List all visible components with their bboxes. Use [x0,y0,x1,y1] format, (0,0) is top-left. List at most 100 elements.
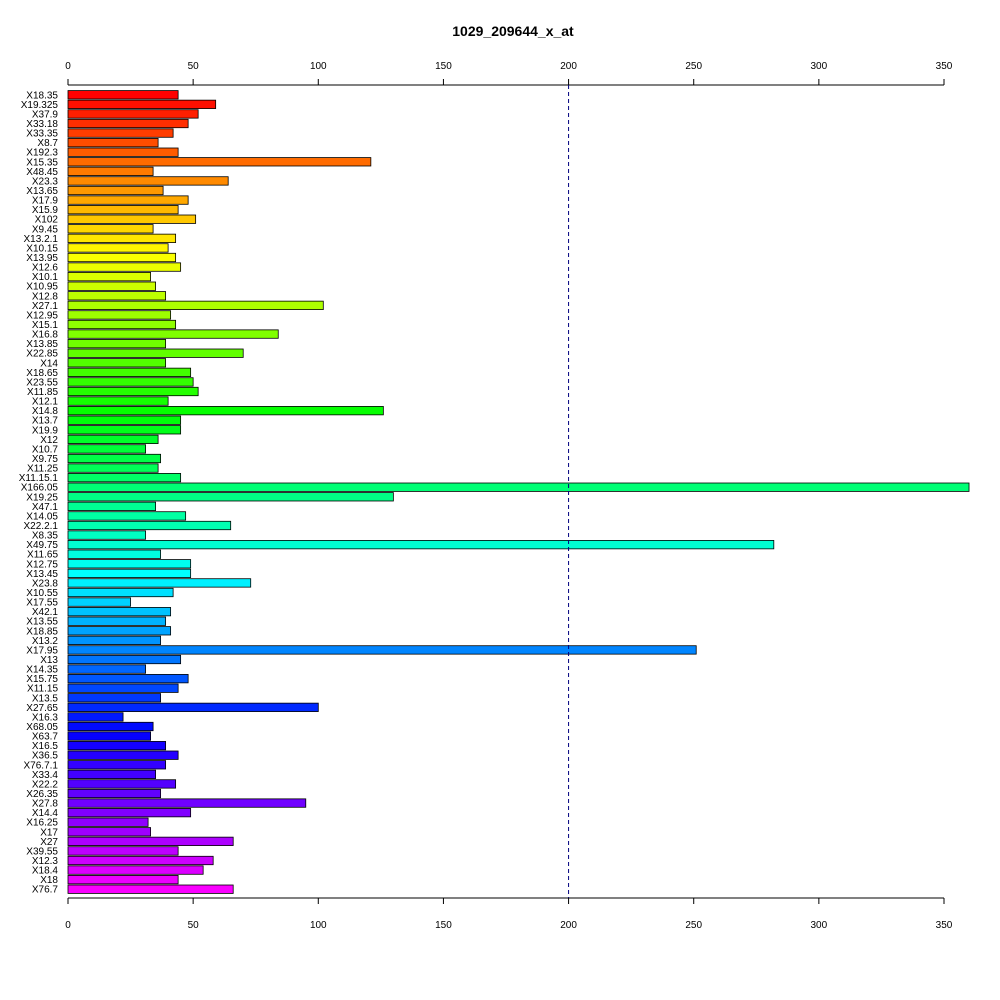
bar [67,693,162,703]
category-label: X10.1 [32,272,59,283]
category-label: X17.9 [32,196,59,207]
category-label: X11.25 [27,464,58,475]
x-tick-label-top: 0 [65,61,71,72]
category-label: X68.05 [26,722,58,733]
category-label: X23.3 [32,176,59,187]
bar [67,875,179,885]
bars [67,90,970,894]
bar [67,587,174,598]
category-label: X13.55 [26,617,58,628]
x-tick-label-bottom: 100 [310,920,327,931]
category-label: X18.4 [32,866,59,877]
bar [67,501,156,511]
bar [67,788,162,799]
category-label: X166.05 [21,483,59,494]
category-label: X16.5 [32,741,59,752]
category-label: X13.65 [26,186,58,197]
category-label: X10.15 [26,243,58,254]
bar [67,252,177,263]
chart-title: 1029_209644_x_at [452,23,574,39]
category-label: X13.95 [26,253,58,264]
bar [67,559,192,569]
category-label: X27.8 [32,799,59,810]
category-label: X12.1 [32,397,59,408]
category-label: X19.325 [21,100,59,111]
bar [67,147,179,157]
bar [67,262,182,272]
bar [67,166,154,176]
category-label: X76.7.1 [24,760,59,771]
category-label: X19.9 [32,425,59,436]
category-label: X16.3 [32,712,59,723]
bar [67,731,151,741]
bar [67,233,177,243]
bar [67,176,229,186]
category-label: X13.5 [32,693,59,704]
bar [67,157,372,167]
category-label: X12.6 [32,263,59,274]
bar [67,415,182,425]
bar [67,683,179,693]
category-label: X18.35 [26,90,58,101]
bar [67,568,192,578]
bar [67,817,149,827]
x-tick-label-bottom: 250 [685,920,702,931]
bar [67,750,179,760]
bar [67,406,384,416]
bar [67,616,167,626]
category-label: X33.35 [26,129,58,140]
category-label: X13.85 [26,339,58,350]
bar [67,434,159,444]
category-labels: X18.35X19.325X37.9X33.18X33.35X8.7X192.3… [19,90,59,895]
bar [67,578,252,588]
category-label: X22.2.1 [24,521,59,532]
bar [67,607,172,617]
bar [67,645,697,655]
bar [67,846,179,856]
category-label: X14.8 [32,406,59,417]
category-label: X9.45 [32,224,59,235]
bar [67,463,159,473]
bar [67,635,162,645]
bar [67,425,182,435]
x-tick-label-top: 350 [936,61,953,72]
bar [67,90,179,100]
category-label: X14.05 [26,511,58,522]
category-label: X37.9 [32,109,59,120]
bar [67,224,154,234]
category-label: X48.45 [26,167,58,178]
category-label: X23.55 [26,377,58,388]
category-label: X18.65 [26,368,58,379]
category-label: X12.8 [32,291,59,302]
category-label: X27.65 [26,703,58,714]
bar [67,138,159,148]
bar [67,473,182,483]
bar [67,520,232,531]
bar [67,386,199,397]
category-label: X8.35 [32,531,59,542]
category-label: X14.35 [26,665,58,676]
x-tick-label-bottom: 300 [811,920,828,931]
category-label: X15.1 [32,320,59,331]
bar [67,855,214,866]
category-label: X10.95 [26,282,58,293]
x-tick-label-bottom: 350 [936,920,953,931]
x-tick-label-top: 250 [685,61,702,72]
category-label: X13.7 [32,416,59,427]
bar [67,779,177,789]
bar [67,654,182,665]
category-label: X102 [35,215,59,226]
category-label: X63.7 [32,732,59,743]
x-tick-label-top: 150 [435,61,452,72]
bar [67,511,187,521]
axes: 0 50 100 150 200 250 300 350 0 50 100 150 200 250 300 3… [65,61,953,931]
bar [67,377,194,387]
category-label: X10.55 [26,588,58,599]
category-label: X47.1 [32,502,59,513]
bar [67,310,172,320]
category-label: X17.95 [26,645,58,656]
bar [67,549,162,559]
category-label: X10.7 [32,444,59,455]
category-label: X49.75 [26,540,58,551]
